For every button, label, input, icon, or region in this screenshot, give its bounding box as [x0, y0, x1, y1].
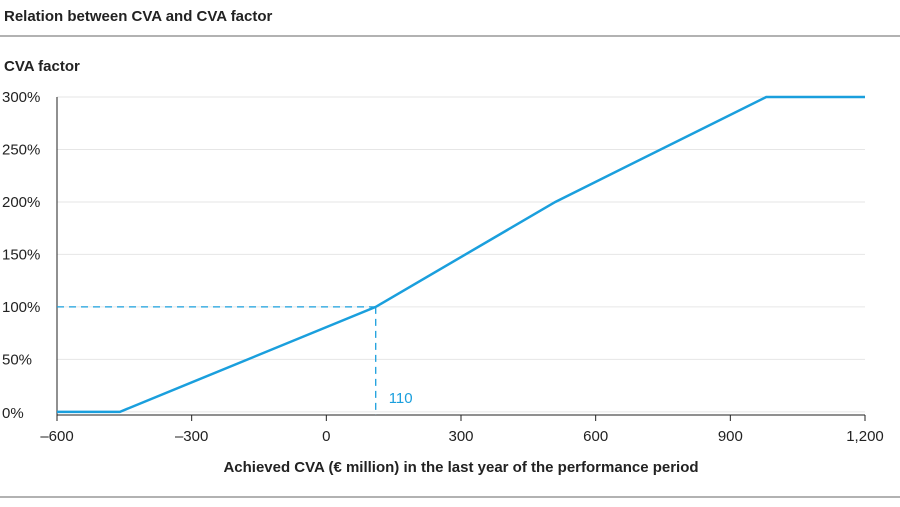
y-tick-label: 150% — [2, 246, 40, 263]
x-tick-label: 0 — [322, 428, 330, 445]
y-tick-label: 250% — [2, 141, 40, 158]
y-tick-label: 0% — [2, 405, 24, 422]
y-tick-label: 100% — [2, 299, 40, 316]
x-tick-label: 300 — [448, 428, 473, 445]
x-tick-label: 600 — [583, 428, 608, 445]
annotation-label: 110 — [389, 390, 413, 407]
y-tick-label: 300% — [2, 89, 40, 106]
x-tick-label: –300 — [175, 428, 208, 445]
line — [57, 95, 865, 414]
y-tick-label: 50% — [2, 351, 32, 368]
y-axis-title: CVA factor — [4, 58, 80, 75]
chart-title: Relation between CVA and CVA factor — [4, 8, 273, 25]
x-tick-label: –600 — [40, 428, 73, 445]
x-axis-title: Achieved CVA (€ million) in the last yea… — [223, 459, 698, 476]
x-tick-label: 1,200 — [846, 428, 884, 445]
y-tick-label: 200% — [2, 194, 40, 211]
x-tick-label: 900 — [718, 428, 743, 445]
